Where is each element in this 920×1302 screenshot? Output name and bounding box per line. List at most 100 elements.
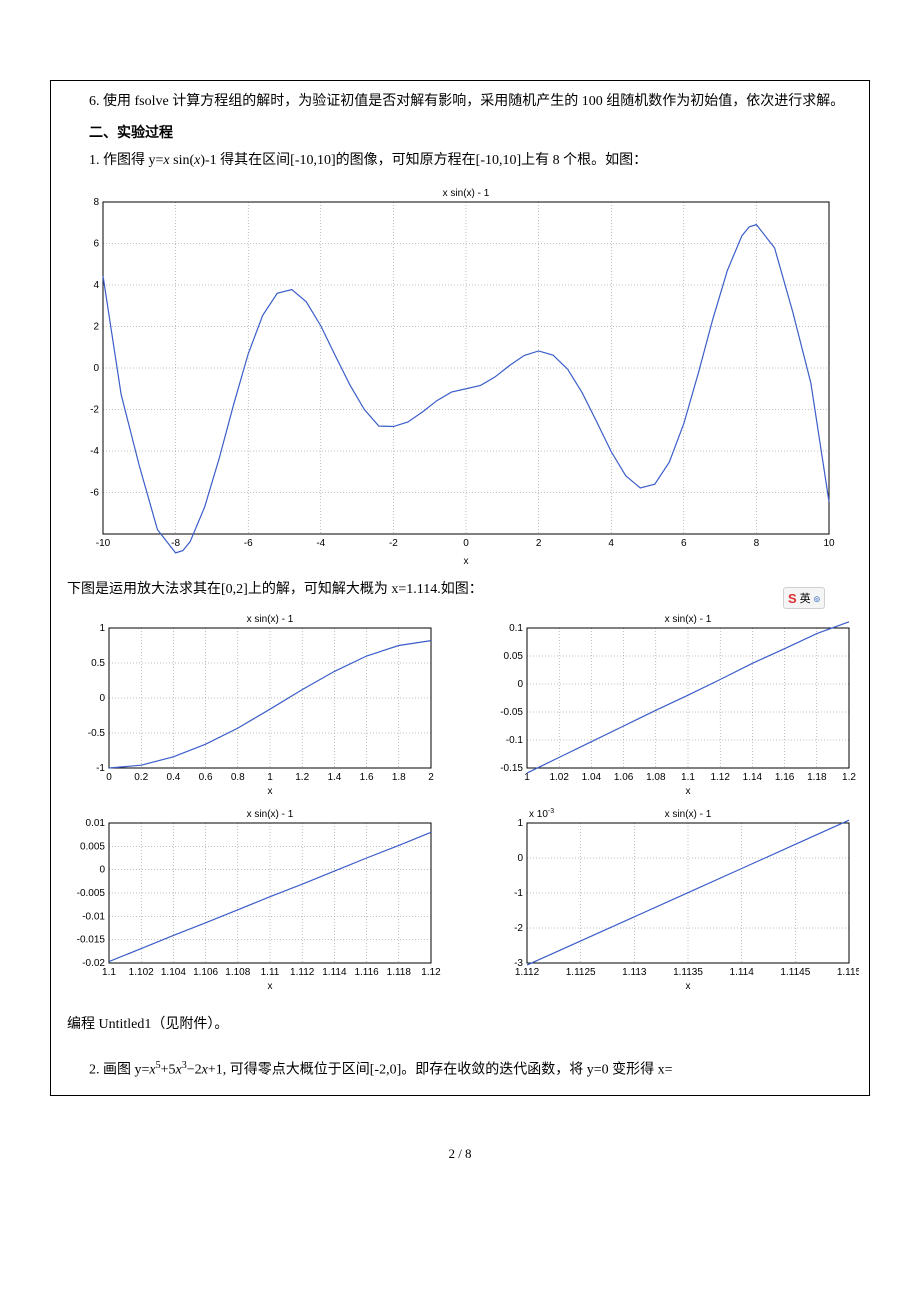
- svg-text:-2: -2: [90, 405, 99, 416]
- svg-text:0.05: 0.05: [504, 651, 524, 662]
- small-chart-1: x sin(x) - 100.20.40.60.811.21.41.61.82-…: [61, 608, 441, 803]
- svg-text:1.08: 1.08: [646, 772, 666, 783]
- ime-indicator[interactable]: S 英 ๏: [783, 587, 825, 609]
- page-footer: 2 / 8: [50, 1146, 870, 1162]
- svg-text:1.18: 1.18: [807, 772, 827, 783]
- svg-text:x: x: [686, 786, 691, 797]
- svg-text:0: 0: [99, 693, 105, 704]
- svg-text:0.01: 0.01: [86, 818, 106, 829]
- svg-text:1.106: 1.106: [193, 967, 218, 978]
- svg-text:1.02: 1.02: [549, 772, 569, 783]
- svg-text:1.4: 1.4: [327, 772, 341, 783]
- svg-text:1: 1: [267, 772, 273, 783]
- svg-text:x sin(x) - 1: x sin(x) - 1: [247, 809, 294, 820]
- main-chart-svg: x sin(x) - 1-10-8-6-4-20246810-6-4-20246…: [61, 178, 841, 568]
- svg-text:1: 1: [517, 818, 523, 829]
- svg-text:0.6: 0.6: [199, 772, 213, 783]
- svg-text:1.1135: 1.1135: [673, 967, 703, 978]
- small-chart-3: x sin(x) - 11.11.1021.1041.1061.1081.111…: [61, 803, 441, 998]
- svg-text:0.4: 0.4: [166, 772, 180, 783]
- svg-text:1: 1: [524, 772, 530, 783]
- svg-text:6: 6: [681, 538, 687, 549]
- svg-text:1.114: 1.114: [730, 967, 755, 978]
- main-chart: x sin(x) - 1-10-8-6-4-20246810-6-4-20246…: [61, 178, 859, 573]
- text: sin(: [170, 153, 195, 168]
- svg-text:1.115: 1.115: [837, 967, 859, 978]
- ime-logo-icon: S: [788, 591, 797, 606]
- svg-text:-0.15: -0.15: [500, 763, 523, 774]
- svg-text:1.1: 1.1: [681, 772, 695, 783]
- svg-text:1.116: 1.116: [354, 967, 379, 978]
- svg-text:1.114: 1.114: [322, 967, 347, 978]
- svg-text:1.12: 1.12: [421, 967, 441, 978]
- page: 6. 使用 fsolve 计算方程组的解时，为验证初值是否对解有影响，采用随机产…: [0, 0, 920, 1202]
- svg-text:x sin(x) - 1: x sin(x) - 1: [247, 614, 294, 625]
- svg-text:0: 0: [93, 363, 99, 374]
- svg-text:0.1: 0.1: [509, 623, 523, 634]
- svg-text:x sin(x) - 1: x sin(x) - 1: [665, 614, 712, 625]
- svg-text:0.5: 0.5: [91, 658, 105, 669]
- small-chart-2: x sin(x) - 111.021.041.061.081.11.121.14…: [479, 608, 859, 803]
- svg-text:-8: -8: [171, 538, 180, 549]
- text: 2. 画图 y=: [89, 1063, 149, 1078]
- text: +1, 可得零点大概位于区间[-2,0]。即存在收敛的迭代函数，将 y=0 变形…: [208, 1063, 673, 1078]
- svg-text:-1: -1: [96, 763, 105, 774]
- text: 1. 作图得 y=: [89, 153, 163, 168]
- text: )-1 得其在区间[-10,10]的图像，可知原方程在[-10,10]上有 8 …: [200, 153, 647, 168]
- svg-text:1.16: 1.16: [775, 772, 795, 783]
- svg-text:1.1145: 1.1145: [780, 967, 810, 978]
- svg-text:1.06: 1.06: [614, 772, 634, 783]
- svg-text:-0.05: -0.05: [500, 707, 523, 718]
- svg-text:6: 6: [93, 239, 99, 250]
- paragraph-zoom: 下图是运用放大法求其在[0,2]上的解，可知解大概为 x=1.114.如图：: [67, 577, 859, 604]
- svg-text:x: x: [268, 786, 273, 797]
- svg-text:-0.015: -0.015: [77, 934, 106, 945]
- svg-text:8: 8: [754, 538, 760, 549]
- paragraph-draw1: 1. 作图得 y=x sin(x)-1 得其在区间[-10,10]的图像，可知原…: [61, 148, 859, 175]
- svg-text:1: 1: [99, 623, 105, 634]
- svg-text:x 10-3: x 10-3: [529, 808, 554, 820]
- svg-text:x sin(x) - 1: x sin(x) - 1: [665, 809, 712, 820]
- svg-text:-0.5: -0.5: [88, 728, 106, 739]
- svg-text:1.104: 1.104: [161, 967, 186, 978]
- svg-text:1.12: 1.12: [710, 772, 730, 783]
- paragraph-6: 6. 使用 fsolve 计算方程组的解时，为验证初值是否对解有影响，采用随机产…: [61, 89, 859, 116]
- svg-text:0: 0: [106, 772, 112, 783]
- ime-lang: 英: [800, 590, 811, 606]
- svg-text:-6: -6: [90, 488, 99, 499]
- svg-text:x: x: [686, 981, 691, 992]
- svg-text:2: 2: [428, 772, 434, 783]
- ime-dot-icon: ๏: [814, 589, 821, 607]
- svg-text:1.118: 1.118: [387, 967, 412, 978]
- svg-text:x: x: [464, 556, 469, 567]
- svg-text:x sin(x) - 1: x sin(x) - 1: [443, 188, 490, 199]
- svg-text:1.112: 1.112: [290, 967, 315, 978]
- svg-text:1.14: 1.14: [743, 772, 763, 783]
- svg-text:-0.005: -0.005: [77, 888, 106, 899]
- svg-text:1.113: 1.113: [622, 967, 647, 978]
- text: +5: [161, 1063, 176, 1078]
- svg-text:8: 8: [93, 197, 99, 208]
- svg-text:0: 0: [463, 538, 469, 549]
- svg-text:1.2: 1.2: [842, 772, 856, 783]
- svg-text:4: 4: [608, 538, 614, 549]
- svg-text:0: 0: [517, 679, 523, 690]
- svg-text:-2: -2: [514, 923, 523, 934]
- svg-text:-0.02: -0.02: [82, 958, 105, 969]
- svg-text:4: 4: [93, 280, 99, 291]
- section-2-title: 二、实验过程: [61, 122, 859, 142]
- svg-text:0.005: 0.005: [80, 841, 105, 852]
- svg-text:1.11: 1.11: [261, 967, 280, 978]
- svg-text:2: 2: [536, 538, 542, 549]
- svg-text:x: x: [268, 981, 273, 992]
- svg-text:1.102: 1.102: [129, 967, 154, 978]
- svg-text:0: 0: [517, 853, 523, 864]
- svg-text:0.8: 0.8: [231, 772, 245, 783]
- svg-text:1.6: 1.6: [360, 772, 374, 783]
- content-border: 6. 使用 fsolve 计算方程组的解时，为验证初值是否对解有影响，采用随机产…: [50, 80, 870, 1096]
- svg-text:-4: -4: [316, 538, 325, 549]
- svg-text:-0.1: -0.1: [506, 735, 524, 746]
- svg-text:1.108: 1.108: [225, 967, 250, 978]
- svg-text:-1: -1: [514, 888, 523, 899]
- svg-text:-0.01: -0.01: [82, 911, 105, 922]
